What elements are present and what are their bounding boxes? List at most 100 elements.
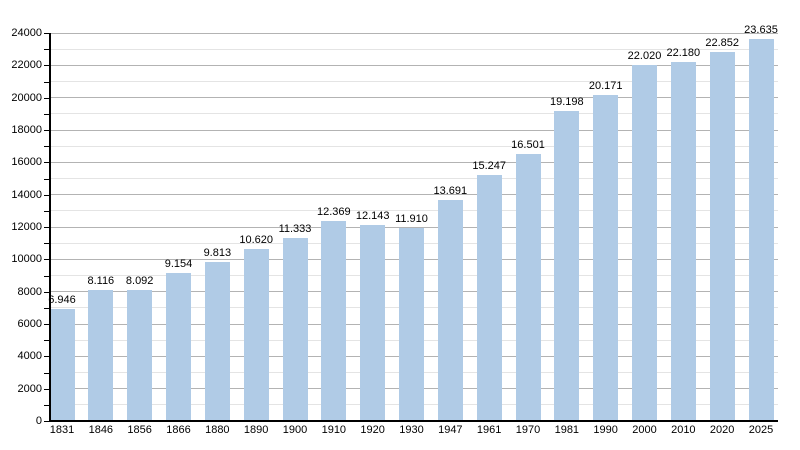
- x-axis-tick-label: 1947: [438, 424, 463, 436]
- y-axis-tick-label: 12000: [11, 221, 42, 233]
- bar: [748, 38, 774, 421]
- y-axis-tick: [44, 340, 49, 342]
- minor-gridline: [50, 48, 778, 50]
- x-axis-tick-label: 1920: [360, 424, 385, 436]
- bar-value-label: 23.635: [744, 23, 778, 36]
- x-axis-tick-label: 2010: [671, 424, 696, 436]
- y-axis-tick-label: 18000: [11, 124, 42, 136]
- y-axis-tick-label: 8000: [17, 285, 42, 298]
- major-gridline: [50, 32, 778, 34]
- bar: [49, 308, 75, 421]
- bar-value-label: 6.946: [48, 293, 76, 306]
- y-axis-tick: [44, 243, 49, 245]
- x-axis-tick-label: 1961: [476, 424, 502, 436]
- x-axis-tick-label: 1981: [554, 424, 580, 436]
- major-gridline: [50, 129, 778, 131]
- major-gridline: [50, 226, 778, 228]
- y-axis-tick-label: 16000: [11, 156, 42, 169]
- bar-value-label: 9.813: [203, 247, 232, 260]
- bar: [632, 65, 657, 421]
- y-axis-tick: [44, 388, 49, 390]
- bar-value-label: 8.092: [125, 275, 154, 288]
- y-axis-tick: [44, 130, 49, 131]
- bar-value-label: 11.333: [278, 222, 312, 235]
- bar: [166, 273, 191, 421]
- y-axis-tick: [44, 113, 49, 115]
- minor-gridline: [50, 210, 778, 212]
- x-axis-tick-label: 1910: [321, 424, 347, 436]
- bar: [127, 290, 153, 421]
- bar-value-label: 9.154: [164, 258, 193, 270]
- bar-value-label: 16.501: [511, 139, 545, 152]
- y-axis-tick-label: 2000: [17, 382, 42, 395]
- y-axis-tick: [44, 49, 49, 51]
- y-axis-tick: [44, 356, 49, 358]
- major-gridline: [50, 161, 778, 163]
- bar: [554, 110, 580, 421]
- y-axis-tick: [44, 146, 49, 148]
- bar-value-label: 20.171: [588, 79, 623, 92]
- y-axis-tick: [44, 291, 49, 293]
- x-axis-tick-label: 1856: [127, 424, 152, 436]
- y-axis-tick: [44, 404, 49, 406]
- bar: [437, 199, 463, 421]
- y-axis-tick: [44, 97, 49, 99]
- bar-value-label: 8.116: [87, 274, 115, 287]
- y-axis-tick: [44, 259, 49, 261]
- bar-value-label: 22.852: [705, 36, 739, 49]
- y-axis-tick: [44, 324, 49, 325]
- y-axis-tick: [44, 178, 49, 180]
- y-axis-tick-label: 14000: [11, 188, 42, 201]
- bar: [321, 221, 347, 421]
- bar: [282, 237, 308, 421]
- y-axis-tick: [44, 227, 49, 228]
- x-axis-tick-label: 1930: [399, 424, 424, 436]
- bar-value-label: 10.620: [239, 234, 273, 247]
- minor-gridline: [50, 113, 778, 115]
- bar: [88, 289, 114, 421]
- y-axis-tick: [44, 194, 49, 196]
- bar-value-label: 12.143: [355, 209, 390, 222]
- y-axis-tick-label: 0: [35, 415, 42, 427]
- y-axis-tick: [44, 210, 49, 212]
- major-gridline: [50, 64, 778, 66]
- x-axis-tick-label: 1990: [593, 424, 618, 436]
- y-axis-tick: [44, 65, 49, 67]
- bar-value-label: 22.180: [666, 47, 701, 60]
- x-axis-tick-label: 1866: [166, 424, 191, 436]
- x-axis-tick-label: 2020: [709, 424, 735, 436]
- bar: [204, 262, 230, 421]
- minor-gridline: [50, 145, 778, 147]
- bar-value-label: 11.910: [395, 213, 428, 226]
- bar: [709, 51, 735, 421]
- x-axis-tick-label: 1890: [243, 424, 269, 436]
- bar-value-label: 19.198: [550, 95, 584, 108]
- x-axis-tick-label: 1846: [88, 424, 114, 436]
- bar-value-label: 13.691: [433, 184, 468, 197]
- x-axis-tick-label: 1900: [282, 424, 308, 436]
- major-gridline: [50, 194, 778, 196]
- y-axis-tick: [44, 421, 49, 422]
- y-axis-tick: [44, 162, 49, 164]
- x-axis-tick-label: 1970: [515, 424, 541, 436]
- y-axis-tick: [44, 307, 49, 309]
- y-axis-tick-label: 24000: [11, 27, 42, 39]
- x-axis-line: [49, 420, 778, 422]
- bar: [243, 249, 269, 421]
- y-axis-tick: [44, 33, 49, 34]
- bar: [593, 94, 619, 421]
- y-axis-tick-label: 4000: [17, 350, 42, 363]
- y-axis-tick-label: 22000: [11, 59, 42, 72]
- y-axis-tick-label: 6000: [17, 318, 42, 330]
- y-axis-tick: [44, 81, 49, 83]
- bar-value-label: 22.020: [627, 50, 662, 62]
- bar: [670, 62, 696, 421]
- y-axis-line: [49, 33, 51, 422]
- bar: [399, 228, 424, 421]
- y-axis-tick-label: 20000: [11, 91, 42, 104]
- x-axis-tick-label: 1880: [205, 424, 230, 436]
- bar-value-label: 12.369: [317, 206, 351, 219]
- y-axis-tick: [44, 275, 49, 277]
- bar: [476, 174, 502, 421]
